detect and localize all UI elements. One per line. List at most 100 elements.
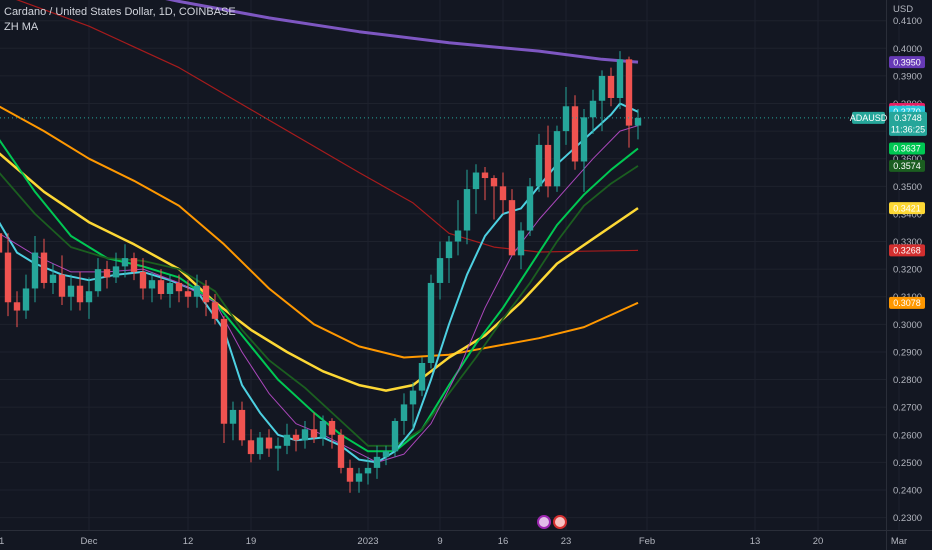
candle-body [535, 144, 543, 187]
candle-body [490, 178, 498, 187]
x-tick-label: Feb [639, 536, 655, 547]
y-tick-label: 0.3400 [893, 209, 922, 220]
candle-body [607, 75, 615, 98]
price-tag-label: 0.3421 [893, 203, 921, 213]
candle-body [580, 117, 588, 162]
candle-body [49, 274, 57, 283]
candle-body [112, 266, 120, 278]
price-axis-currency: USD [893, 4, 913, 15]
y-tick-label: 0.3900 [893, 71, 922, 82]
chart-legend: Cardano / United States Dollar, 1D, COIN… [4, 5, 236, 35]
price-tag [889, 244, 925, 257]
y-tick-label: 0.3600 [893, 154, 922, 165]
price-tag [889, 142, 925, 155]
y-tick-label: 0.3500 [893, 182, 922, 193]
candle-body [310, 429, 318, 438]
candle-body [193, 285, 201, 297]
candle-body [94, 269, 102, 292]
y-tick-label: 0.2900 [893, 347, 922, 358]
price-tag-label: 0.3078 [893, 298, 921, 308]
candle-body [526, 186, 534, 231]
earnings-event-icon[interactable] [537, 515, 551, 529]
x-tick-label: 19 [246, 536, 257, 547]
candle-body [481, 172, 489, 179]
candle-body [148, 280, 156, 289]
candle-body [508, 200, 516, 256]
candle-body [301, 429, 309, 441]
candle-body [76, 285, 84, 303]
symbol-tag [852, 111, 885, 124]
candle-body [634, 117, 642, 126]
candle-body [373, 456, 381, 468]
candle-body [355, 473, 363, 482]
y-tick-label: 0.2500 [893, 458, 922, 469]
x-tick-label: 20 [813, 536, 824, 547]
candle-body [598, 75, 606, 101]
bar-countdown-label: 11:36:25 [891, 124, 925, 134]
candle-body [166, 282, 174, 294]
x-tick-label: Mar [891, 536, 907, 547]
y-tick-label: 0.3300 [893, 237, 922, 248]
candle-body [31, 252, 39, 289]
candle-body [571, 106, 579, 162]
y-tick-label: 0.2300 [893, 513, 922, 524]
candle-body [58, 274, 66, 297]
moving-average-line [165, 0, 639, 64]
symbol-title[interactable]: Cardano / United States Dollar, 1D, COIN… [4, 6, 236, 18]
candle-body [130, 258, 138, 272]
candle-body [328, 420, 336, 435]
candle-body [319, 420, 327, 438]
candle-body [40, 252, 48, 283]
candle-body [175, 282, 183, 292]
candle-body [265, 437, 273, 449]
candle-body [184, 291, 192, 297]
candle-body [337, 434, 345, 468]
price-tag [889, 296, 925, 309]
candle-body [283, 434, 291, 446]
symbol-tag-label: ADAUSD [850, 113, 888, 123]
x-tick-label: 21 [0, 536, 4, 547]
x-tick-label: 12 [183, 536, 194, 547]
price-tag-label: 0.3950 [893, 57, 921, 67]
x-tick-label: 23 [561, 536, 572, 547]
candle-body [139, 271, 147, 289]
candle-body [220, 318, 228, 424]
candle-body [625, 59, 633, 126]
y-tick-label: 0.4100 [893, 16, 922, 27]
candle-body [247, 440, 255, 455]
y-tick-label: 0.3000 [893, 320, 922, 331]
price-tag-label: 0.3574 [893, 161, 921, 171]
candle-body [562, 106, 570, 132]
current-price-tag [889, 111, 927, 136]
dividend-event-icon[interactable] [553, 515, 567, 529]
candle-body [364, 467, 372, 474]
candle-body [4, 252, 12, 303]
candle-body [238, 409, 246, 441]
candle-body [13, 302, 21, 311]
candle-body [202, 285, 210, 303]
current-price-label: 0.3748 [894, 113, 922, 123]
candle-body [292, 434, 300, 441]
candle-body [211, 302, 219, 319]
candle-body [616, 59, 624, 98]
x-tick-label: Dec [81, 536, 98, 547]
candle-body [22, 288, 30, 311]
candle-body [85, 291, 93, 303]
candle-body [445, 241, 453, 259]
candle-body [589, 100, 597, 118]
candle-body [103, 269, 111, 278]
candle-body [427, 282, 435, 363]
candle-body [409, 390, 417, 405]
price-tag-label: 0.3637 [893, 144, 921, 154]
y-tick-label: 0.3200 [893, 265, 922, 276]
x-tick-label: 13 [750, 536, 761, 547]
candle-body [517, 230, 525, 256]
price-tag [889, 159, 925, 172]
indicator-title[interactable]: ZH MA [4, 21, 39, 33]
moving-average-line [16, 0, 639, 253]
x-tick-label: 2023 [357, 536, 378, 547]
candle-body [346, 467, 354, 482]
candle-body [436, 258, 444, 283]
y-tick-label: 0.2600 [893, 430, 922, 441]
